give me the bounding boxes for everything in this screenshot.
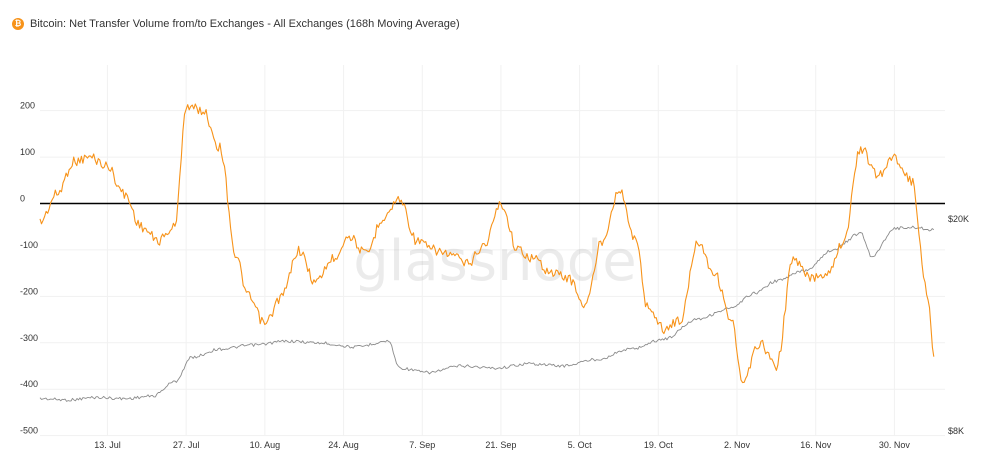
x-axis: 13. Jul 27. Jul 10. Aug 24. Aug 7. Sep 21. Se… [94,440,910,450]
y-tick-label: 100 [20,147,35,157]
y-tick-label: -100 [20,240,38,250]
x-tick-label: 30. Nov [879,440,911,450]
y-tick-label: -500 [20,426,38,436]
y-right-tick-label: $20K [948,214,969,224]
y-tick-label: -300 [20,333,38,343]
y-right-tick-label: $8K [948,426,964,436]
x-tick-label: 5. Oct [568,440,593,450]
net-transfer-volume-line [39,103,935,384]
x-tick-label: 13. Jul [94,440,121,450]
y-tick-label: 0 [20,194,25,204]
chart-header: ₿ Bitcoin: Net Transfer Volume from/to E… [12,18,460,30]
x-tick-label: 19. Oct [644,440,674,450]
y-axis-right: $20K $8K [948,214,969,436]
y-tick-label: 200 [20,101,35,111]
x-tick-label: 10. Aug [250,440,281,450]
y-tick-label: -200 [20,286,38,296]
x-tick-label: 16. Nov [800,440,832,450]
y-tick-label: -400 [20,379,38,389]
x-tick-label: 2. Nov [724,440,751,450]
price-line [39,225,935,402]
series-group [39,103,935,402]
plot-background [40,65,945,436]
y-axis-left: 200 100 0 -100 -200 -300 -400 -500 [20,101,38,436]
bitcoin-icon: ₿ [12,18,24,30]
x-tick-label: 21. Sep [485,440,516,450]
watermark: glassnode [353,229,637,294]
x-tick-label: 7. Sep [409,440,435,450]
x-tick-label: 24. Aug [328,440,359,450]
chart-title: Bitcoin: Net Transfer Volume from/to Exc… [30,18,460,30]
x-tick-label: 27. Jul [173,440,200,450]
grid [40,65,945,437]
